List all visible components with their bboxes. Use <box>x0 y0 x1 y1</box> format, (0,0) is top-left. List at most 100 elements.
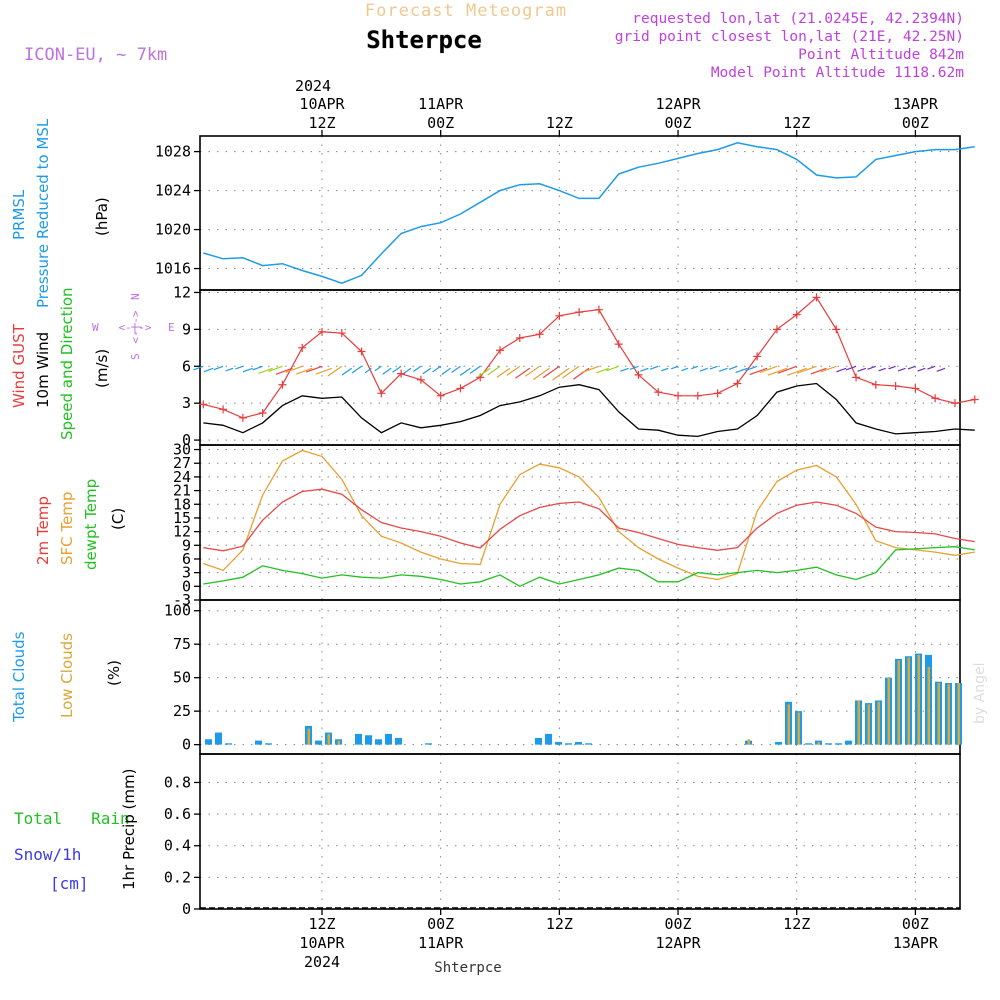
total-cloud-bar <box>825 743 832 745</box>
wind-direction-arrow <box>275 367 293 375</box>
wind-direction-arrow <box>629 365 639 370</box>
total-cloud-bar <box>835 743 842 745</box>
bottom-tick-label: 12Z <box>546 915 573 933</box>
temp-labels: 2m Temp SFC Temp dewpt Temp (C) <box>34 479 127 570</box>
wind-direction-arrow <box>917 367 926 372</box>
clouds-panel: 0 25 50 75 100 <box>164 599 961 755</box>
top-tick-label: 00Z <box>427 114 454 132</box>
temp-ytick-label: 27 <box>173 454 191 472</box>
gust-marker <box>298 343 307 352</box>
wind-direction-arrow <box>573 367 590 380</box>
wind-direction-arrow <box>562 365 580 379</box>
gust-marker <box>199 400 208 409</box>
wind-direction-arrow <box>897 367 906 372</box>
chart-subtitle: Forecast Meteogram <box>365 1 567 21</box>
precip-frame <box>199 753 961 910</box>
wind-direction-arrow <box>315 367 333 375</box>
gust-marker <box>911 384 920 393</box>
low-cloud-bar <box>957 683 960 745</box>
temp-label-sfc: SFC Temp <box>58 492 76 565</box>
gust-marker <box>812 293 821 302</box>
wind-direction-arrow <box>341 367 353 376</box>
low-cloud-bar <box>327 733 330 745</box>
wind-direction-arrow <box>907 365 916 370</box>
pressure-labels: PRMSL Pressure Reduced to MSL (hPa) <box>10 118 111 308</box>
wind-direction-arrow <box>441 367 451 375</box>
temp-unit: (C) <box>109 508 127 530</box>
top-year-label: 2024 <box>295 77 331 95</box>
wind-direction-arrow <box>296 367 313 375</box>
gust-marker <box>832 325 841 334</box>
precip-ytick-label: 0.4 <box>164 837 191 855</box>
wind-direction-arrow <box>620 367 629 372</box>
bottom-tick-label: 00Z <box>664 915 691 933</box>
wind-direction-arrow <box>252 365 263 371</box>
wind-direction-arrow <box>351 365 362 374</box>
total-cloud-bar <box>775 741 782 745</box>
pressure-frame <box>199 135 961 291</box>
pressure-ytick-label: 1020 <box>155 221 191 239</box>
bottom-tick-label: 10APR <box>299 934 345 952</box>
gust-marker <box>713 389 722 398</box>
precip-labels: Total Rain Snow/1h [cm] 1hr Precip (mm) <box>14 769 138 893</box>
total-cloud-bar <box>545 733 552 745</box>
wind-labels: Wind GUST 10m Wind Speed and Direction (… <box>10 287 175 440</box>
bottom-tick-label: 00Z <box>902 915 929 933</box>
wind-direction-arrow <box>888 365 896 370</box>
wind-direction-arrow <box>432 365 442 373</box>
low-cloud-bar <box>867 704 870 745</box>
wind-unit: (m/s) <box>93 349 111 388</box>
wind-direction-arrow <box>580 365 600 374</box>
temp-ytick-label: 30 <box>173 441 191 459</box>
total-cloud-bar <box>555 741 562 745</box>
top-tick-label: 12Z <box>308 114 335 132</box>
gust-marker <box>674 391 683 400</box>
compass-w: W <box>92 321 99 334</box>
low-cloud-bar <box>887 677 890 745</box>
wind-frame <box>199 289 961 446</box>
wind-direction-arrow <box>225 367 234 372</box>
total-cloud-bar <box>565 743 572 745</box>
total-cloud-bar <box>215 732 222 745</box>
wind-direction-arrow <box>392 365 402 373</box>
temp-ytick-label: 0 <box>182 577 191 595</box>
compass-vertical: <-|-> <box>129 310 142 343</box>
low-cloud-bar <box>817 741 820 745</box>
temp-ytick-label: 24 <box>173 468 191 486</box>
gust-marker <box>871 380 880 389</box>
gust-marker <box>634 370 643 379</box>
wind-direction-arrow <box>810 367 827 375</box>
pressure-line <box>203 142 975 284</box>
gust-marker <box>258 409 267 418</box>
wind-direction-arrow <box>759 365 778 374</box>
gust-marker <box>772 325 781 334</box>
total-cloud-bar <box>395 737 402 745</box>
wind-direction-arrow <box>193 365 204 371</box>
bottom-tick-label: 2024 <box>304 953 340 971</box>
gust-marker <box>575 308 584 317</box>
temp-ytick-label: 12 <box>173 523 191 541</box>
low-cloud-bar <box>927 666 930 745</box>
wind-direction-arrow <box>258 367 273 374</box>
wind-direction-arrow <box>364 367 372 374</box>
top-tick-label: 12APR <box>655 95 701 113</box>
wind-direction-arrow <box>691 365 699 370</box>
wind-direction-arrow <box>796 365 817 374</box>
low-cloud-bar <box>907 657 910 745</box>
wind-direction-arrow <box>413 365 422 373</box>
compass-n: N <box>129 293 142 300</box>
total-cloud-bar <box>225 743 232 745</box>
info-line-3: Point Altitude 842m <box>798 47 964 63</box>
gust-marker <box>496 346 505 355</box>
gust-marker <box>654 388 663 397</box>
wind-direction-arrow <box>745 365 758 372</box>
wind-direction-arrow <box>650 365 659 370</box>
gust-marker <box>535 330 544 339</box>
info-line-2: grid point closest lon,lat (21E, 42.25N) <box>615 29 964 45</box>
clouds-frame <box>199 599 961 755</box>
low-cloud-bar <box>337 740 340 745</box>
wind-direction-arrow <box>786 367 807 376</box>
gust-marker <box>456 384 465 393</box>
